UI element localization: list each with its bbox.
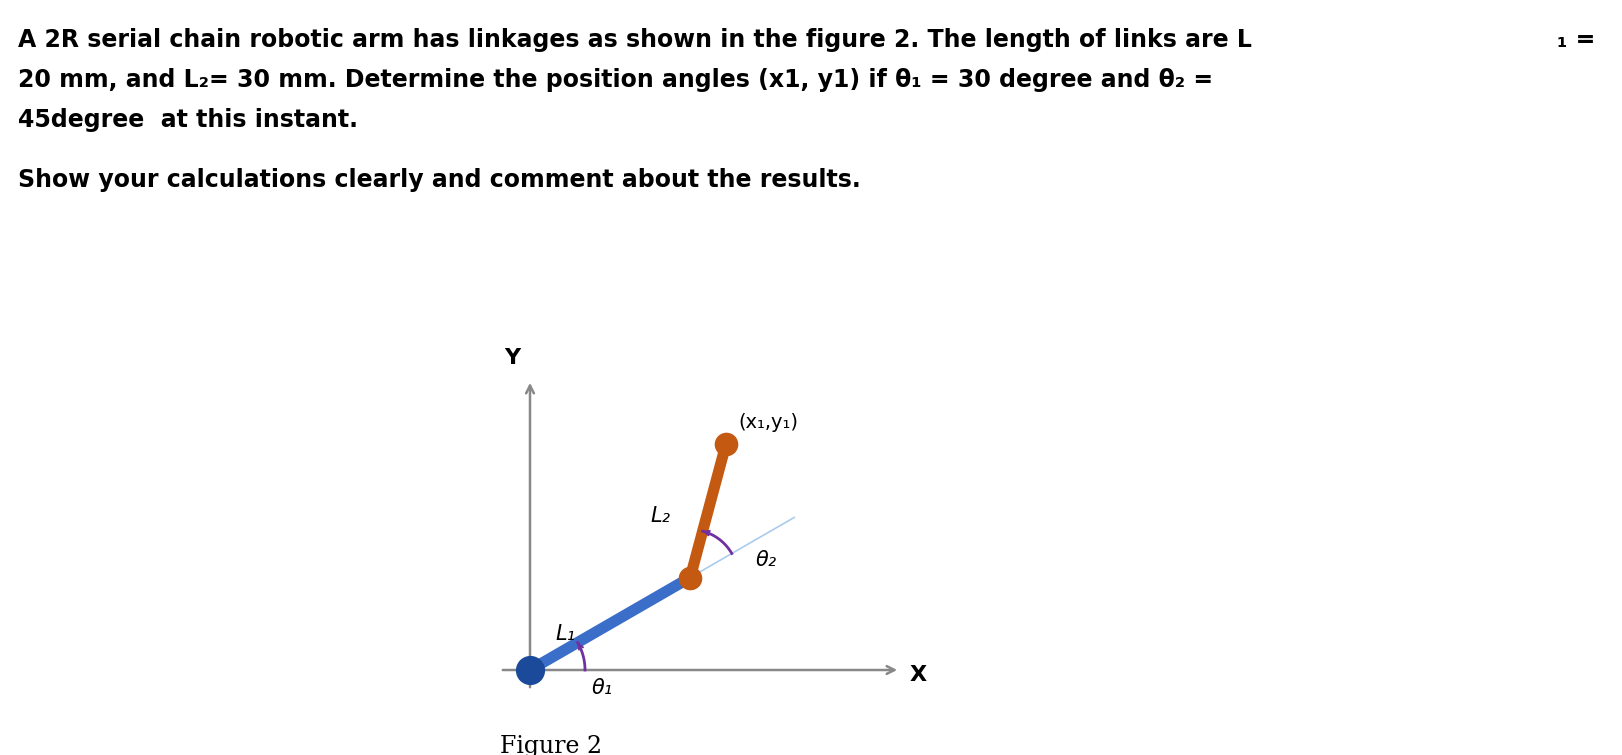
Text: A 2R serial chain robotic arm has linkages as shown in the figure 2. The length : A 2R serial chain robotic arm has linkag… xyxy=(18,28,1252,52)
Text: 20 mm, and L₂= 30 mm. Determine the position angles (x1, y1) if θ₁ = 30 degree a: 20 mm, and L₂= 30 mm. Determine the posi… xyxy=(18,68,1213,92)
Text: θ₂: θ₂ xyxy=(756,550,777,569)
Text: 45degree  at this instant.: 45degree at this instant. xyxy=(18,108,358,132)
Text: Figure 2: Figure 2 xyxy=(500,735,602,755)
Text: X: X xyxy=(910,665,928,685)
Text: (x₁,y₁): (x₁,y₁) xyxy=(738,413,798,432)
Text: Show your calculations clearly and comment about the results.: Show your calculations clearly and comme… xyxy=(18,168,861,192)
Text: L₂: L₂ xyxy=(650,506,670,525)
Text: Y: Y xyxy=(504,348,521,368)
Text: θ₁: θ₁ xyxy=(592,678,613,698)
Text: ₁ =: ₁ = xyxy=(1557,28,1596,52)
Text: L₁: L₁ xyxy=(555,624,576,644)
